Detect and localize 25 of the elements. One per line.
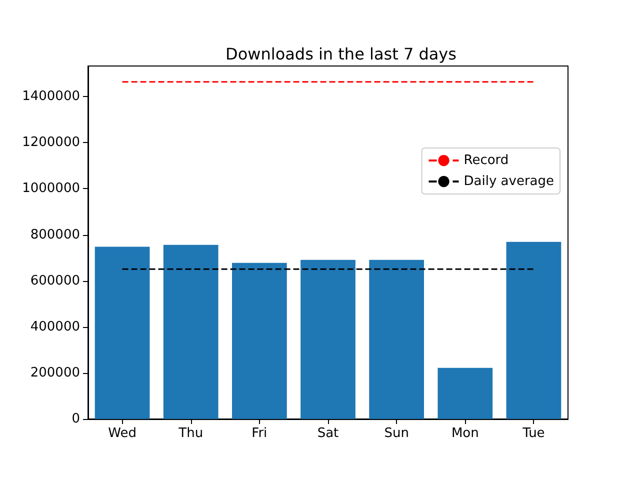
chart-title: Downloads in the last 7 days (226, 44, 456, 64)
bar (232, 262, 287, 419)
bar (163, 244, 218, 419)
bar (438, 368, 493, 419)
x-tick-label: Sat (317, 426, 339, 441)
y-tick-label: 600000 (30, 273, 80, 288)
x-tick-label: Sun (384, 426, 409, 441)
y-tick-label: 400000 (30, 319, 80, 334)
y-tick-label: 0 (72, 412, 80, 426)
x-tick-label: Fri (252, 426, 268, 441)
bar (94, 246, 150, 419)
y-tick-label: 1000000 (22, 181, 80, 196)
y-tick-label: 1200000 (22, 135, 80, 150)
x-tick-label: Thu (178, 426, 204, 441)
x-tick-label: Mon (451, 426, 479, 441)
legend-label: Record (464, 153, 509, 168)
bar (506, 242, 562, 419)
legend-label: Daily average (464, 174, 554, 189)
y-tick-label: 1400000 (22, 89, 80, 104)
y-tick-label: 800000 (30, 227, 80, 242)
bar (369, 260, 424, 419)
x-tick-label: Tue (522, 426, 545, 441)
y-tick-label: 200000 (30, 365, 80, 380)
x-tick-label: Wed (108, 426, 136, 441)
bar (300, 260, 356, 419)
